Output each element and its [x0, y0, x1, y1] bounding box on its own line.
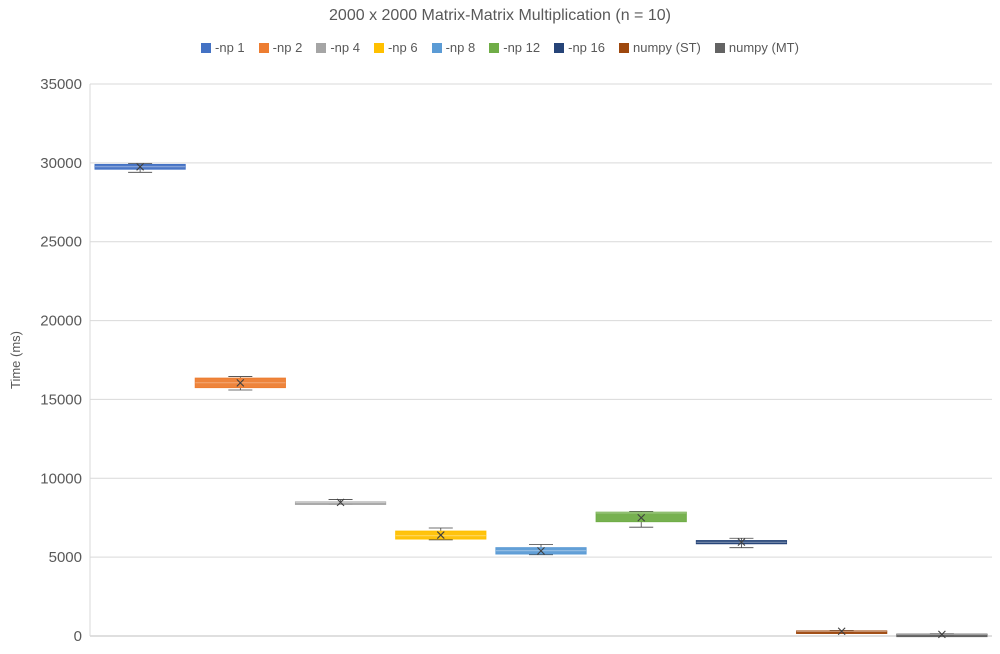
y-tick-label: 10000: [40, 470, 82, 487]
y-tick-label: 5000: [49, 549, 82, 566]
legend-swatch: [258, 42, 269, 53]
legend-item[interactable]: -np 16: [554, 40, 605, 55]
legend-item[interactable]: -np 2: [258, 40, 303, 55]
legend-item[interactable]: -np 8: [431, 40, 476, 55]
legend-item[interactable]: -np 6: [373, 40, 418, 55]
box-mean-marker: [136, 162, 144, 171]
legend-label: -np 8: [445, 40, 476, 55]
legend-swatch: [201, 42, 212, 53]
chart-title: 2000 x 2000 Matrix-Matrix Multiplication…: [329, 7, 671, 24]
legend-label: numpy (ST): [632, 40, 701, 55]
box-mean-marker: [737, 538, 746, 547]
legend-label: -np 16: [568, 40, 605, 55]
legend-label: -np 4: [330, 40, 360, 55]
legend-swatch: [618, 42, 629, 53]
legend: -np 1 -np 2 -np 4 -np 6 -np 8 -np 12 -np 16 num…: [0, 40, 1000, 55]
legend-swatch: [714, 42, 725, 53]
box-mean-marker: [938, 630, 946, 639]
legend-swatch: [489, 42, 500, 53]
y-tick-label: 30000: [40, 155, 82, 172]
legend-label: -np 2: [272, 40, 303, 55]
box-6[interactable]: [595, 511, 687, 523]
y-tick-label: 20000: [40, 313, 82, 330]
box-mean-marker: [336, 498, 345, 507]
legend-item[interactable]: -np 1: [201, 40, 245, 55]
box-mean-marker: [537, 546, 545, 555]
legend-item[interactable]: numpy (MT): [714, 40, 799, 55]
y-tick-label: 15000: [40, 391, 82, 408]
legend-item[interactable]: -np 4: [316, 40, 360, 55]
legend-label: -np 6: [387, 40, 418, 55]
y-tick-label: 0: [74, 628, 82, 645]
legend-swatch: [373, 42, 384, 53]
legend-swatch: [316, 42, 327, 53]
box-mean-marker: [837, 627, 846, 636]
box-mean-marker: [637, 513, 646, 522]
legend-swatch: [431, 42, 442, 53]
legend-item[interactable]: numpy (ST): [618, 40, 701, 55]
legend-item[interactable]: -np 12: [489, 40, 540, 55]
legend-label: numpy (MT): [728, 40, 799, 55]
legend-label: -np 1: [215, 40, 245, 55]
y-tick-label: 35000: [40, 76, 82, 93]
box-mean-marker: [436, 531, 445, 539]
y-tick-label: 25000: [40, 234, 82, 251]
legend-swatch: [554, 42, 565, 53]
box-mean-marker: [236, 378, 245, 387]
legend-label: -np 12: [503, 40, 541, 55]
y-axis-title: Time (ms): [8, 331, 23, 389]
